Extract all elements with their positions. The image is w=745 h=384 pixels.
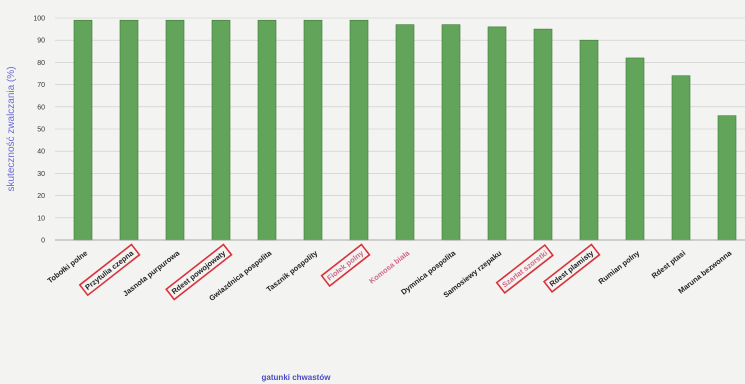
y-tick-label: 70	[37, 82, 45, 89]
highlight-box	[78, 243, 141, 297]
y-tick-label: 0	[41, 238, 45, 245]
y-tick-label: 100	[33, 16, 45, 23]
bar	[487, 26, 507, 241]
bar	[395, 24, 415, 241]
y-tick-label: 60	[37, 104, 45, 111]
y-tick-label: 90	[37, 38, 45, 45]
x-category-label: Fiołek polny	[325, 248, 366, 283]
bar	[211, 19, 231, 241]
x-category: Komosa biała	[367, 248, 412, 286]
bar	[441, 24, 461, 241]
x-axis-label: gatunki chwastów	[262, 373, 332, 382]
y-tick-label: 80	[37, 60, 45, 67]
bar	[579, 39, 599, 241]
x-category: Fiołek polny	[320, 243, 371, 288]
x-category-label: Rdest plamisty	[548, 248, 596, 288]
x-category: Rumian polny	[597, 248, 642, 286]
highlight-box	[320, 243, 371, 288]
x-category: Tobołki polne	[46, 248, 90, 285]
x-category-label: Rumian polny	[597, 248, 642, 286]
y-tick-label: 30	[37, 171, 45, 178]
y-tick-label: 40	[37, 149, 45, 156]
bars	[73, 19, 737, 241]
bar	[119, 19, 139, 241]
x-category: Rdest plamisty	[542, 243, 601, 293]
highlight-box	[542, 243, 601, 293]
x-category-label: Tasznik pospolity	[265, 248, 320, 294]
bar	[349, 19, 369, 241]
bar	[73, 19, 93, 241]
x-category-label: Rdest ptasi	[650, 248, 687, 280]
bar	[303, 19, 323, 241]
y-axis-ticks: 0 10 20 30 40 50 60 70 80 90 100	[33, 16, 45, 245]
bar	[625, 57, 645, 241]
highlight-box	[495, 243, 554, 295]
y-tick-label: 50	[37, 127, 45, 134]
x-category-label: Szarłat szorstki	[500, 248, 549, 289]
x-category: Tasznik pospolity	[265, 248, 320, 294]
bar	[257, 19, 277, 241]
y-tick-label: 20	[37, 193, 45, 200]
bar	[717, 115, 737, 241]
y-axis-label: skuteczność zwalczania (%)	[6, 66, 17, 191]
y-tick-label: 10	[37, 215, 45, 222]
bar	[165, 19, 185, 241]
bar	[533, 28, 553, 241]
bar	[671, 75, 691, 241]
x-category-label: Komosa biała	[367, 248, 412, 286]
x-category-label: Tobołki polne	[46, 248, 90, 285]
x-category: Szarłat szorstki	[495, 243, 554, 295]
x-category: Rdest ptasi	[650, 248, 687, 280]
highlight-box	[165, 243, 233, 301]
